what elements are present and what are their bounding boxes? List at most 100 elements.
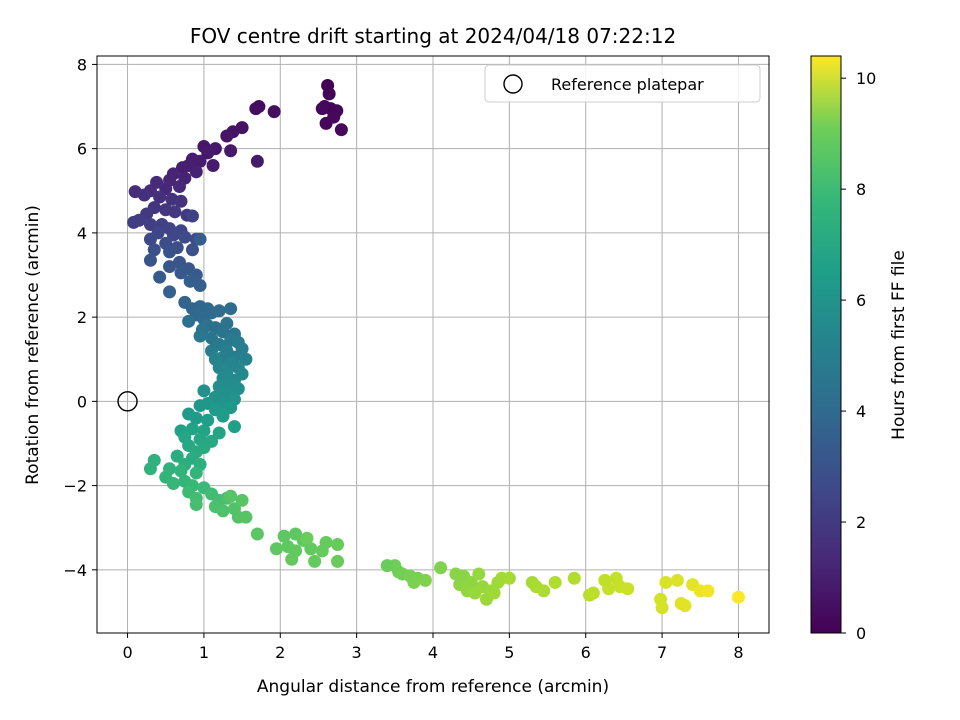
data-point [127, 215, 141, 229]
data-point [239, 352, 253, 366]
data-point [153, 190, 167, 204]
data-point [216, 504, 230, 518]
data-point [250, 527, 264, 541]
colorbar-tick-label: 2 [856, 513, 866, 532]
data-point [183, 274, 197, 288]
data-point [418, 573, 432, 587]
data-point [502, 571, 516, 585]
data-point [267, 105, 281, 119]
chart-title: FOV centre drift starting at 2024/04/18 … [190, 24, 676, 48]
reference-platepar-marker [117, 391, 138, 412]
data-point [227, 420, 241, 434]
data-point [193, 279, 207, 293]
legend-marker-icon [503, 74, 523, 94]
data-point [659, 575, 673, 589]
colorbar-tick-label: 6 [856, 291, 866, 310]
data-point [602, 582, 616, 596]
data-point [249, 102, 263, 116]
data-point [174, 266, 188, 280]
data-point [300, 531, 314, 545]
data-point [548, 575, 562, 589]
x-tick-label: 1 [199, 643, 209, 662]
data-point [678, 599, 692, 613]
y-tick-label: 2 [77, 308, 87, 327]
data-point [277, 529, 291, 543]
data-point [216, 409, 230, 423]
x-axis-ticks: 0 1 2 3 4 5 6 7 8 [122, 633, 744, 662]
data-point [322, 87, 336, 101]
data-point [206, 159, 220, 173]
data-point [189, 411, 203, 425]
data-point [468, 586, 482, 600]
data-point [143, 462, 157, 476]
data-point [163, 285, 177, 299]
data-point [166, 476, 180, 490]
reference-point [117, 391, 138, 412]
data-point [407, 575, 421, 589]
data-point [176, 161, 190, 175]
legend-box [484, 64, 761, 103]
data-point [197, 384, 211, 398]
data-point [269, 542, 283, 556]
data-point [153, 270, 167, 284]
x-tick-label: 6 [581, 643, 591, 662]
colorbar: 0 2 4 6 8 10 Hours from first FF file [810, 55, 909, 643]
x-tick-label: 3 [352, 643, 362, 662]
grid-lines [97, 56, 769, 633]
y-axis-ticks: −4 −2 0 2 4 6 8 [63, 55, 97, 580]
x-tick-label: 7 [657, 643, 667, 662]
y-axis-label: Rotation from reference (arcmin) [23, 205, 43, 485]
colorbar-tick-label: 0 [856, 624, 866, 643]
colorbar-tick-label: 10 [856, 69, 876, 88]
data-point [193, 329, 207, 343]
data-point [315, 102, 329, 116]
data-point [586, 586, 600, 600]
data-point [285, 552, 299, 566]
data-point [189, 165, 203, 179]
data-point [327, 110, 341, 124]
data-point [220, 129, 234, 143]
data-point [250, 154, 264, 168]
data-point [567, 571, 581, 585]
data-point [182, 314, 196, 328]
data-point [434, 561, 448, 575]
x-tick-label: 5 [504, 643, 514, 662]
y-tick-label: 0 [77, 392, 87, 411]
data-point [170, 449, 184, 463]
data-point [174, 464, 188, 478]
data-point [472, 567, 486, 581]
data-point [487, 586, 501, 600]
data-point [172, 255, 186, 269]
data-point [670, 573, 684, 587]
data-point [178, 230, 192, 244]
data-point [174, 194, 188, 208]
data-point [304, 542, 318, 556]
x-tick-label: 8 [733, 643, 743, 662]
data-point [731, 590, 745, 604]
data-point [224, 302, 238, 316]
data-point [224, 144, 238, 158]
x-tick-label: 2 [275, 643, 285, 662]
x-tick-label: 4 [428, 643, 438, 662]
data-point [189, 498, 203, 512]
data-point [216, 325, 230, 339]
data-point [212, 426, 226, 440]
data-point [621, 582, 635, 596]
data-point [701, 584, 715, 598]
data-point [308, 554, 322, 568]
y-tick-label: −4 [63, 561, 87, 580]
data-point [168, 205, 182, 219]
y-tick-label: −2 [63, 477, 87, 496]
colorbar-tick-label: 8 [856, 180, 866, 199]
data-point [147, 243, 161, 257]
data-point [537, 584, 551, 598]
data-point [163, 245, 177, 259]
data-point [185, 243, 199, 257]
data-point [201, 413, 215, 427]
x-tick-label: 0 [122, 643, 132, 662]
colorbar-gradient [810, 55, 842, 634]
data-point [143, 232, 157, 246]
data-point [193, 399, 207, 413]
data-point [235, 493, 249, 507]
